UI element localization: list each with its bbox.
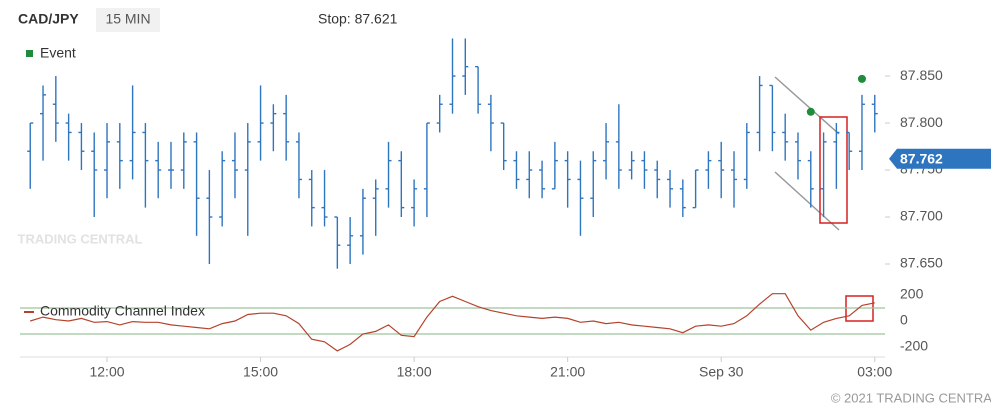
y-tick-label: 87.850 xyxy=(900,67,943,83)
interval-badge[interactable] xyxy=(96,8,160,32)
chart-title: CAD/JPY xyxy=(18,11,79,27)
y-tick-label: 87.650 xyxy=(900,255,943,271)
x-tick-label: 15:00 xyxy=(243,364,278,380)
last-price-label: 87.762 xyxy=(900,150,943,166)
interval[interactable]: 15 MIN xyxy=(105,11,150,27)
trend-line xyxy=(774,171,840,231)
x-tick-label: 21:00 xyxy=(550,364,585,380)
x-tick-label: 12:00 xyxy=(89,364,124,380)
watermark: TRADING CENTRAL xyxy=(18,231,143,246)
event-marker xyxy=(857,74,866,83)
cci-tick-label: -200 xyxy=(900,338,928,354)
highlight-box xyxy=(819,116,848,224)
legend-swatch xyxy=(26,50,33,57)
copyright: © 2021 TRADING CENTRAL xyxy=(831,390,991,405)
cci-legend-label: Commodity Channel Index xyxy=(40,303,205,319)
cci-tick-label: 0 xyxy=(900,312,908,328)
stop-label: Stop: 87.621 xyxy=(318,11,398,27)
cci-tick-label: 200 xyxy=(900,286,924,302)
x-tick-label: 18:00 xyxy=(397,364,432,380)
y-tick-label: 87.700 xyxy=(900,208,943,224)
cci-line xyxy=(30,293,875,352)
trend-line xyxy=(774,76,840,135)
event-marker xyxy=(806,107,815,116)
x-tick-label: 03:00 xyxy=(857,364,892,380)
x-tick-label: Sep 30 xyxy=(699,364,744,380)
legend-label: Event xyxy=(40,45,76,61)
last-price-tag xyxy=(889,148,991,169)
y-tick-label: 87.800 xyxy=(900,114,943,130)
